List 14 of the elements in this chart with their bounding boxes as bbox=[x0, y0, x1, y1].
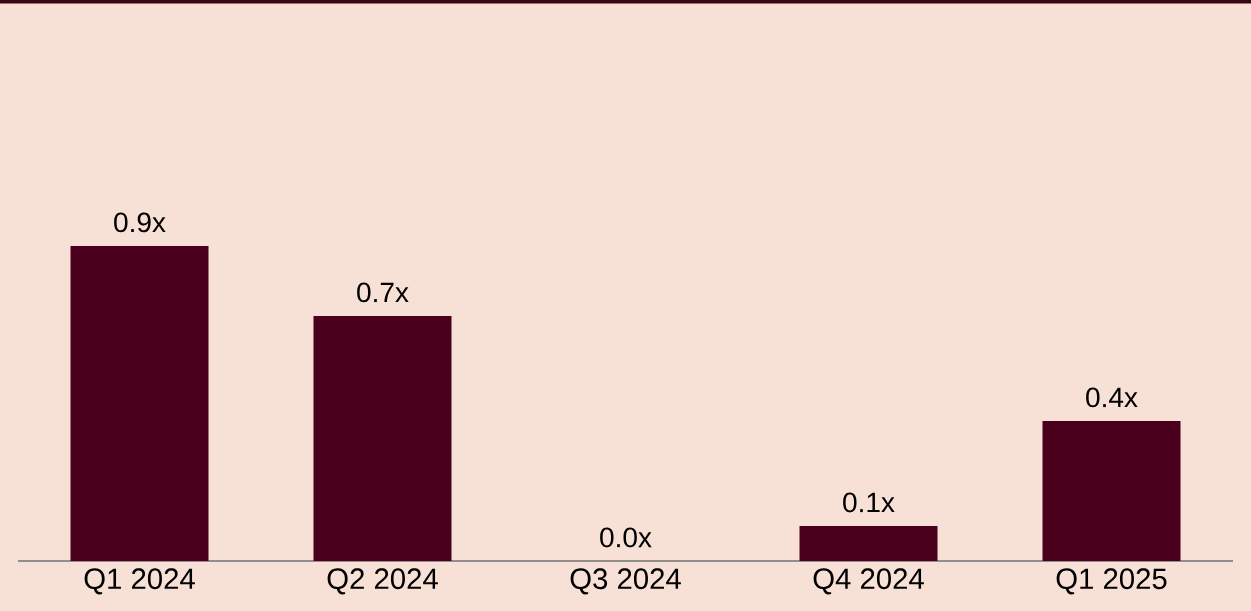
x-tick-label: Q2 2024 bbox=[327, 568, 438, 595]
bar bbox=[70, 245, 209, 561]
data-label: 0.4x bbox=[1086, 387, 1138, 408]
data-label: 0.9x bbox=[114, 212, 166, 233]
x-tick-label: Q4 2024 bbox=[813, 568, 924, 595]
data-label: 0.1x bbox=[843, 492, 895, 513]
bar bbox=[313, 315, 452, 561]
data-label: 0.7x bbox=[357, 282, 409, 303]
data-label: 0.0x bbox=[600, 527, 652, 548]
x-tick-label: Q1 2025 bbox=[1056, 568, 1167, 595]
bar bbox=[799, 525, 938, 561]
x-tick-label: Q3 2024 bbox=[570, 568, 681, 595]
bar bbox=[1042, 420, 1181, 561]
x-tick-label: Q1 2024 bbox=[84, 568, 195, 595]
